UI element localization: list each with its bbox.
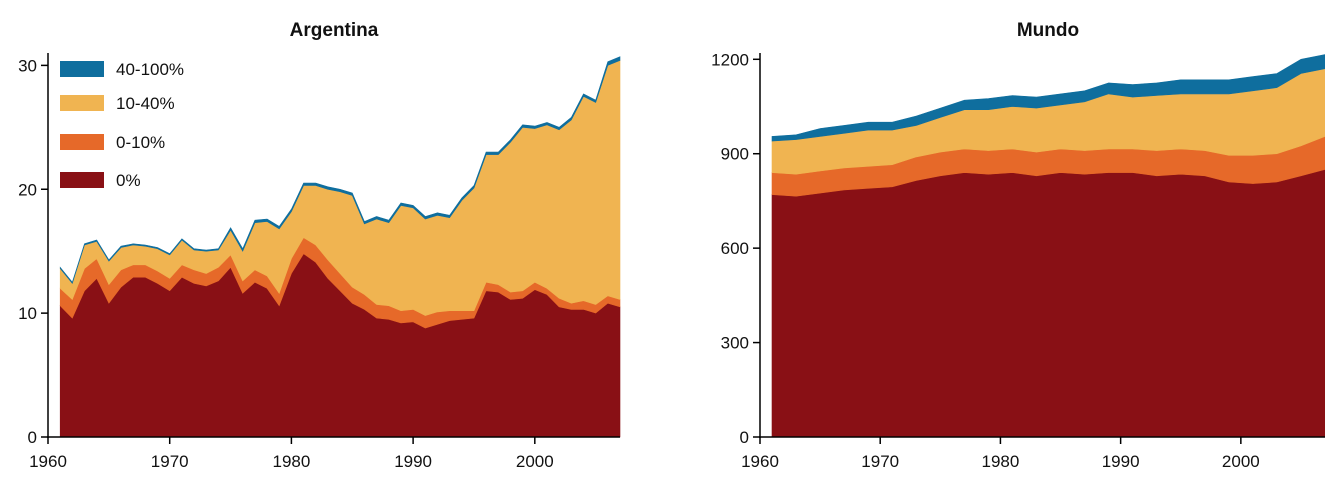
x-tick-label: 1960 (29, 452, 67, 471)
legend-swatch-0-10pct (60, 134, 104, 150)
chart-title: Mundo (1017, 20, 1079, 41)
x-tick-label: 1980 (982, 452, 1020, 471)
x-tick-label: 1990 (1102, 452, 1140, 471)
y-tick-label: 0 (28, 428, 37, 447)
legend-swatch-0pct (60, 172, 104, 188)
y-tick-label: 10 (18, 304, 37, 323)
legend: 40-100% 10-40% 0-10% 0% (60, 60, 184, 190)
y-tick-label: 1200 (711, 50, 749, 69)
area-layers (59, 56, 621, 438)
legend-label-0pct: 0% (116, 171, 141, 190)
x-tick-label: 1990 (394, 452, 432, 471)
legend-swatch-40-100pct (60, 61, 104, 77)
y-tick-label: 900 (721, 145, 749, 164)
y-tick-label: 600 (721, 239, 749, 258)
x-tick-label: 1970 (861, 452, 899, 471)
legend-label-0-10pct: 0-10% (116, 133, 165, 152)
x-tick-label: 2000 (1222, 452, 1260, 471)
chart-title: Argentina (290, 20, 379, 41)
y-tick-label: 30 (18, 56, 37, 75)
area-series-40-100pct (59, 56, 621, 285)
panel-argentina: Argentina 0 10 20 30 1960 1970 1980 1990 2000 40… (18, 20, 621, 471)
axes: 0 10 20 30 1960 1970 1980 1990 2000 (18, 53, 620, 471)
panel-mundo: Mundo 0 300 600 900 1200 1960 1970 1980 1990 2000 (711, 20, 1325, 471)
x-tick-label: 1970 (151, 452, 189, 471)
axes: 0 300 600 900 1200 1960 1970 1980 1990 2000 (711, 50, 1325, 471)
area-series-40-100pct (771, 54, 1325, 142)
y-tick-label: 300 (721, 334, 749, 353)
area-layers (771, 54, 1325, 438)
legend-swatch-10-40pct (60, 95, 104, 111)
x-tick-label: 1960 (741, 452, 779, 471)
area-series-0pct (771, 169, 1325, 438)
x-tick-label: 2000 (516, 452, 554, 471)
x-tick-label: 1980 (272, 452, 310, 471)
y-tick-label: 0 (740, 428, 749, 447)
legend-label-10-40pct: 10-40% (116, 94, 175, 113)
legend-label-40-100pct: 40-100% (116, 60, 184, 79)
y-tick-label: 20 (18, 180, 37, 199)
